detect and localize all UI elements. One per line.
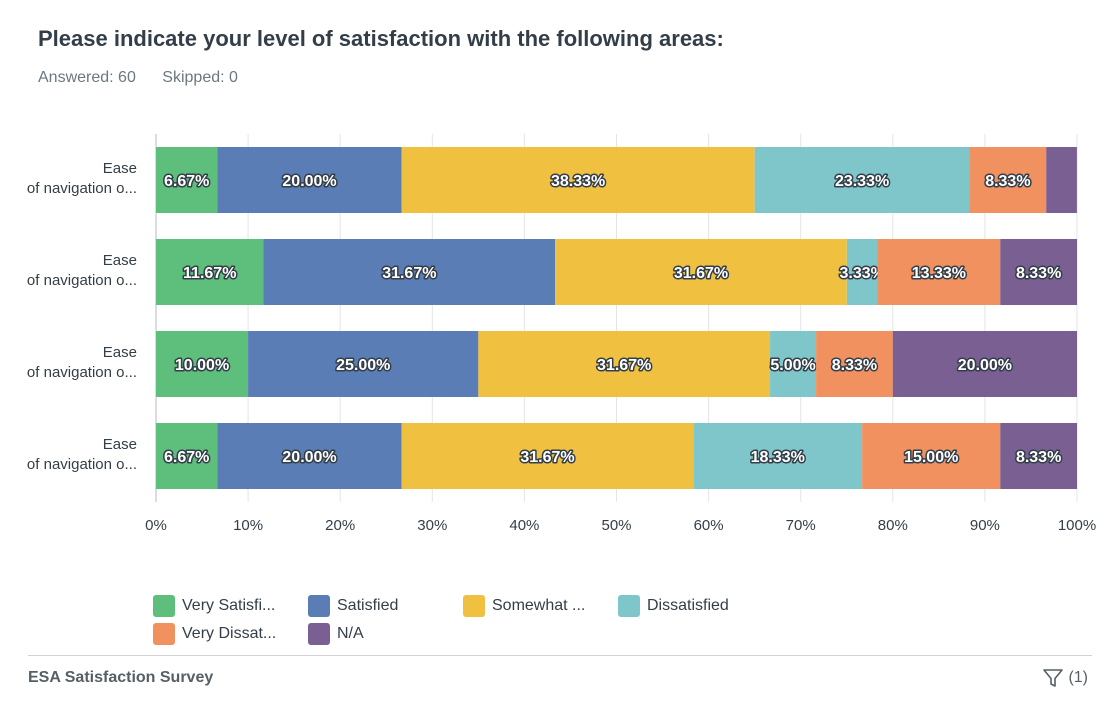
x-tick-label: 10% [233,517,263,534]
data-label: 8.33% [1016,265,1061,282]
bar-segment[interactable] [248,331,479,397]
bar-segment[interactable] [401,423,694,489]
data-label: 8.33% [1016,449,1061,466]
category-label-line: Ease [103,436,137,453]
bar-segment[interactable] [156,423,218,489]
data-label: 10.00% [175,357,229,374]
bar-segment[interactable] [816,331,893,397]
bar-segment[interactable] [754,147,970,213]
data-label: 25.00% [336,357,390,374]
data-label: 20.00% [282,449,336,466]
x-tick-label: 20% [325,517,355,534]
response-stats: Answered: 60 Skipped: 0 [38,69,260,87]
legend-item-very-dissatisfied[interactable]: Very Dissat... [153,623,308,645]
category-label-line: of navigation o... [27,364,137,381]
data-label: 11.67% [183,265,236,282]
category-label-line: of navigation o... [27,180,137,197]
data-label: 6.67% [164,449,209,466]
x-tick-label: 60% [694,517,724,534]
x-tick-label: 100% [1058,517,1096,534]
legend-swatch [463,595,485,617]
data-label: 38.33% [551,173,605,190]
category-label: Ease of navigation o... [27,160,137,197]
data-label: 31.67% [674,265,728,282]
data-label: 20.00% [282,173,336,190]
answered-count: Answered: 60 [38,69,136,86]
filter-button[interactable]: (1) [1042,667,1088,689]
bar-segment[interactable] [1000,423,1077,489]
data-label: 31.67% [597,357,651,374]
legend-item-na[interactable]: N/A [308,623,463,645]
legend-swatch [618,595,640,617]
data-label: 23.33% [835,173,889,190]
bar-segment[interactable] [478,331,771,397]
legend-label: Very Dissat... [182,625,277,642]
category-label: Ease of navigation o... [27,344,137,381]
chart-legend: Very Satisfi... Satisfied Somewhat ... D… [153,595,803,645]
legend-item-satisfied[interactable]: Satisfied [308,595,463,617]
legend-swatch [153,623,175,645]
data-label: 15.00% [904,449,958,466]
bar-segment[interactable] [156,331,249,397]
x-tick-label: 0% [145,517,167,534]
bar-segment[interactable] [156,239,264,305]
data-label: 8.33% [832,357,877,374]
bar-segment[interactable] [693,423,863,489]
category-label: Ease of navigation o... [27,436,137,473]
data-label: 6.67% [164,173,209,190]
legend-label: N/A [337,625,364,642]
stacked-bar-chart: 0% 10% 20% 30% 40% 50% 60% 70% 80% 90% 100% 6.67% 20… [27,134,1096,534]
data-label: 20.00% [958,357,1012,374]
legend-label: Somewhat ... [492,597,586,614]
x-tick-label: 70% [786,517,816,534]
question-title: Please indicate your level of satisfacti… [38,26,724,51]
category-label-line: Ease [103,252,137,269]
survey-name: ESA Satisfaction Survey [28,669,214,686]
legend-label: Satisfied [337,597,399,614]
legend-label: Very Satisfi... [182,597,276,614]
data-label: 5.00% [770,357,815,374]
x-tick-label: 50% [601,517,631,534]
bar-segment[interactable] [555,239,847,305]
legend-item-very-satisfied[interactable]: Very Satisfi... [153,595,308,617]
bar-segment[interactable] [401,147,755,213]
bar-segment[interactable] [969,147,1047,213]
data-label: 18.33% [751,449,805,466]
bar-segment[interactable] [1046,147,1077,213]
legend-swatch [308,595,330,617]
footer-divider [28,655,1092,656]
legend-item-somewhat[interactable]: Somewhat ... [463,595,618,617]
bar-segment[interactable] [156,147,218,213]
bar-segment[interactable] [862,423,1001,489]
data-label: 3.33% [839,265,884,282]
data-label: 8.33% [985,173,1030,190]
bar-segment[interactable] [1000,239,1077,305]
data-label: 13.33% [912,265,966,282]
bar-segment[interactable] [770,331,817,397]
legend-label: Dissatisfied [647,597,729,614]
bar-segment[interactable] [217,423,402,489]
legend-item-dissatisfied[interactable]: Dissatisfied [618,595,773,617]
x-tick-label: 40% [509,517,539,534]
filter-count: (1) [1068,669,1088,686]
x-tick-label: 80% [878,517,908,534]
data-label: 31.67% [382,265,436,282]
x-tick-label: 90% [970,517,1000,534]
legend-swatch [153,595,175,617]
legend-swatch [308,623,330,645]
bar-segment[interactable] [263,239,556,305]
skipped-count: Skipped: 0 [162,69,238,86]
filter-funnel-icon [1043,669,1064,687]
category-label-line: of navigation o... [27,272,137,289]
category-label-line: of navigation o... [27,456,137,473]
data-label: 31.67% [520,449,574,466]
category-label: Ease of navigation o... [27,252,137,289]
x-tick-label: 30% [417,517,447,534]
bar-segment[interactable] [892,331,1077,397]
bar-segment[interactable] [846,239,878,305]
category-label-line: Ease [103,160,137,177]
bar-segment[interactable] [217,147,402,213]
bar-segment[interactable] [877,239,1001,305]
category-label-line: Ease [103,344,137,361]
